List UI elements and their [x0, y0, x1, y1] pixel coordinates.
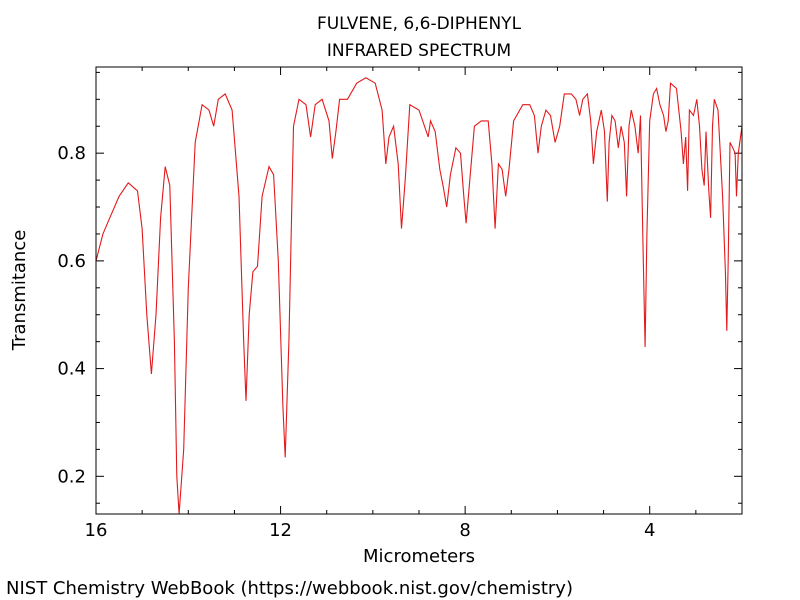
chart-subtitle: INFRARED SPECTRUM	[327, 41, 511, 61]
y-tick-label: 0.4	[57, 359, 86, 380]
chart-title: FULVENE, 6,6-DIPHENYL	[317, 14, 522, 34]
x-axis-label: Micrometers	[363, 546, 475, 567]
x-tick-label: 4	[644, 520, 655, 541]
x-tick-label: 12	[269, 520, 292, 541]
y-tick-label: 0.6	[57, 251, 86, 272]
plot-frame	[95, 66, 743, 515]
y-axis-label: Transmitance	[9, 230, 30, 352]
y-tick-label: 0.2	[57, 466, 86, 487]
footer-credit: NIST Chemistry WebBook (https://webbook.…	[6, 578, 573, 599]
x-tick-label: 16	[85, 520, 108, 541]
y-tick-label: 0.8	[57, 143, 86, 164]
x-axis-ticks: 16 12 8 4	[85, 67, 697, 541]
x-tick-label: 8	[459, 520, 470, 541]
spectrum-line	[95, 77, 743, 515]
